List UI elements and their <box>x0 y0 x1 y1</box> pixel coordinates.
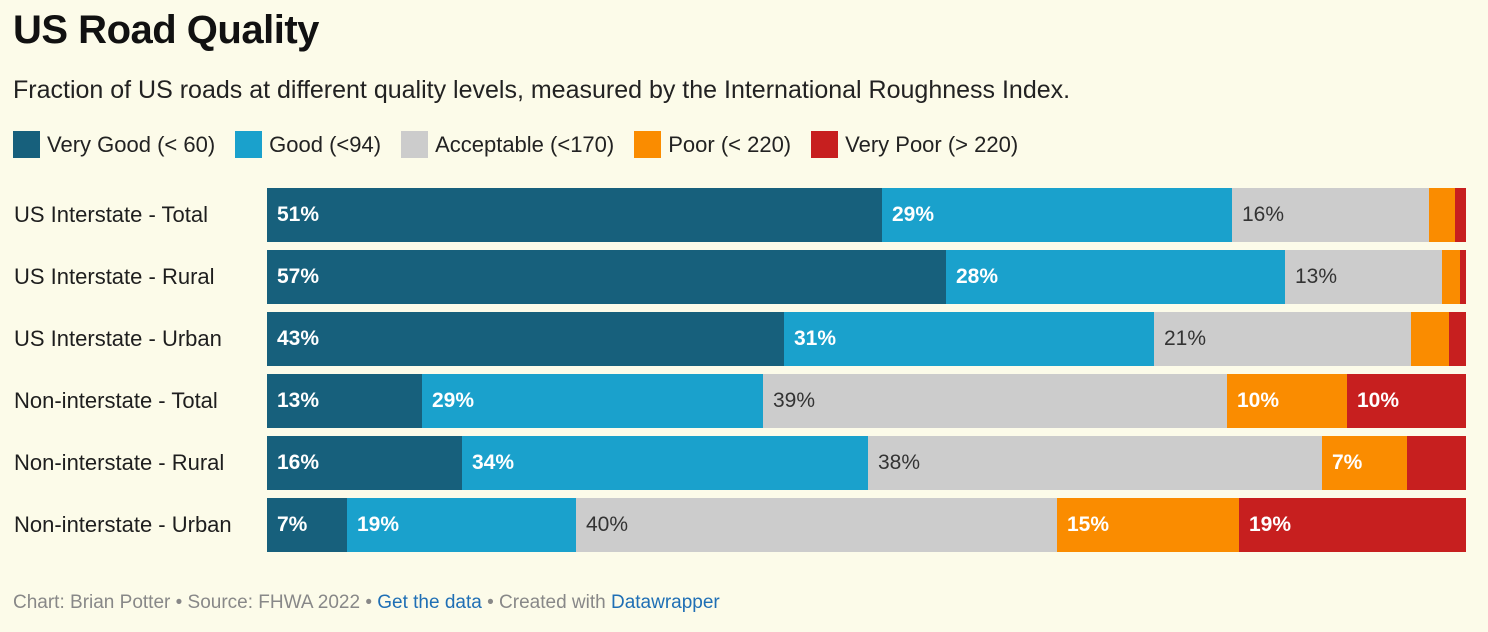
legend-item-very-good: Very Good (< 60) <box>13 131 215 158</box>
legend-label: Very Good (< 60) <box>47 131 216 157</box>
category-label: Non-interstate - Urban <box>14 512 232 537</box>
bar-segment-very-poor: 19% <box>1239 498 1466 552</box>
data-label: 38% <box>878 451 921 474</box>
bar-segment-acceptable: 38% <box>868 436 1322 490</box>
data-label: 29% <box>892 203 935 226</box>
data-label: 40% <box>586 513 629 536</box>
bar-segment-poor <box>1442 250 1460 304</box>
data-label: 10% <box>1237 389 1280 412</box>
data-label: 15% <box>1067 513 1110 536</box>
bar-row: US Interstate - Rural 57% 28% 13% <box>0 250 1488 304</box>
bar-segment-acceptable: 13% <box>1285 250 1442 304</box>
datawrapper-link[interactable]: Datawrapper <box>610 592 720 613</box>
bar-segment-acceptable: 39% <box>763 374 1227 428</box>
legend-item-poor: Poor (< 220) <box>634 131 791 158</box>
legend: Very Good (< 60) Good (<94) Acceptable (<1… <box>13 131 1038 158</box>
data-label: 34% <box>472 451 515 474</box>
bar-segment-very-poor <box>1407 436 1466 490</box>
legend-label: Good (<94) <box>269 131 382 157</box>
bar-segment-very-good: 7% <box>267 498 347 552</box>
bar-segment-good: 19% <box>347 498 576 552</box>
bar-segment-acceptable: 16% <box>1232 188 1429 242</box>
chart-footer: Chart: Brian Potter • Source: FHWA 2022 … <box>13 592 720 614</box>
data-label: 13% <box>277 389 320 412</box>
bar-segment-good: 29% <box>882 188 1232 242</box>
bar-segment-poor <box>1429 188 1455 242</box>
data-label: 10% <box>1357 389 1400 412</box>
footer-created-with: • Created with <box>481 592 611 613</box>
stacked-bar: 57% 28% 13% <box>267 250 1466 304</box>
data-label: 57% <box>277 265 320 288</box>
bar-segment-very-poor <box>1460 250 1466 304</box>
data-label: 51% <box>277 203 320 226</box>
bar-segment-acceptable: 40% <box>576 498 1057 552</box>
category-label: US Interstate - Total <box>14 202 209 227</box>
legend-item-good: Good (<94) <box>235 131 381 158</box>
data-label: 13% <box>1295 265 1338 288</box>
data-label: 7% <box>1332 451 1363 474</box>
legend-item-acceptable: Acceptable (<170) <box>401 131 614 158</box>
bar-segment-good: 29% <box>422 374 763 428</box>
legend-swatch <box>811 131 839 158</box>
stacked-bar: 43% 31% 21% <box>267 312 1466 366</box>
data-label: 28% <box>956 265 999 288</box>
bar-row: Non-interstate - Urban 7% 19% 40% 15% 19% <box>0 498 1488 552</box>
legend-label: Poor (< 220) <box>668 131 792 157</box>
stacked-bar: 16% 34% 38% 7% <box>267 436 1466 490</box>
stacked-bar: 51% 29% 16% <box>267 188 1466 242</box>
data-label: 16% <box>277 451 320 474</box>
bar-segment-good: 31% <box>784 312 1154 366</box>
bar-segment-good: 34% <box>462 436 868 490</box>
data-label: 31% <box>794 327 837 350</box>
bar-row: US Interstate - Total 51% 29% 16% <box>0 188 1488 242</box>
data-label: 29% <box>432 389 475 412</box>
bar-segment-poor: 7% <box>1322 436 1407 490</box>
bar-segment-very-poor <box>1455 188 1466 242</box>
bar-row: Non-interstate - Total 13% 29% 39% 10% 10% <box>0 374 1488 428</box>
data-label: 43% <box>277 327 320 350</box>
bar-segment-poor: 10% <box>1227 374 1347 428</box>
bar-segment-very-poor <box>1449 312 1466 366</box>
data-label: 16% <box>1242 203 1285 226</box>
category-label: US Interstate - Rural <box>14 264 215 289</box>
legend-swatch <box>235 131 263 158</box>
bar-segment-very-good: 16% <box>267 436 462 490</box>
bar-segment-very-good: 13% <box>267 374 422 428</box>
stacked-bar: 13% 29% 39% 10% 10% <box>267 374 1466 428</box>
legend-label: Very Poor (> 220) <box>845 131 1019 157</box>
stacked-bar: 7% 19% 40% 15% 19% <box>267 498 1466 552</box>
legend-item-very-poor: Very Poor (> 220) <box>811 131 1018 158</box>
bar-segment-very-poor: 10% <box>1347 374 1466 428</box>
data-label: 7% <box>277 513 308 536</box>
bar-row: US Interstate - Urban 43% 31% 21% <box>0 312 1488 366</box>
data-label: 19% <box>357 513 400 536</box>
bar-segment-acceptable: 21% <box>1154 312 1411 366</box>
bar-row: Non-interstate - Rural 16% 34% 38% 7% <box>0 436 1488 490</box>
legend-label: Acceptable (<170) <box>435 131 615 157</box>
chart-title: US Road Quality <box>13 8 319 52</box>
data-label: 19% <box>1249 513 1292 536</box>
legend-swatch <box>13 131 40 158</box>
data-label: 21% <box>1164 327 1207 350</box>
bar-segment-very-good: 57% <box>267 250 946 304</box>
bar-segment-poor: 15% <box>1057 498 1239 552</box>
bar-segment-poor <box>1411 312 1449 366</box>
bar-segment-good: 28% <box>946 250 1285 304</box>
bar-segment-very-good: 43% <box>267 312 784 366</box>
footer-credit: Chart: Brian Potter • Source: FHWA 2022 … <box>13 592 378 613</box>
category-label: US Interstate - Urban <box>14 326 222 351</box>
get-the-data-link[interactable]: Get the data <box>377 592 482 613</box>
legend-swatch <box>634 131 662 158</box>
bar-segment-very-good: 51% <box>267 188 882 242</box>
category-label: Non-interstate - Total <box>14 388 218 413</box>
legend-swatch <box>401 131 429 158</box>
data-label: 39% <box>773 389 816 412</box>
chart-subtitle: Fraction of US roads at different qualit… <box>13 76 1071 104</box>
category-label: Non-interstate - Rural <box>14 450 225 475</box>
